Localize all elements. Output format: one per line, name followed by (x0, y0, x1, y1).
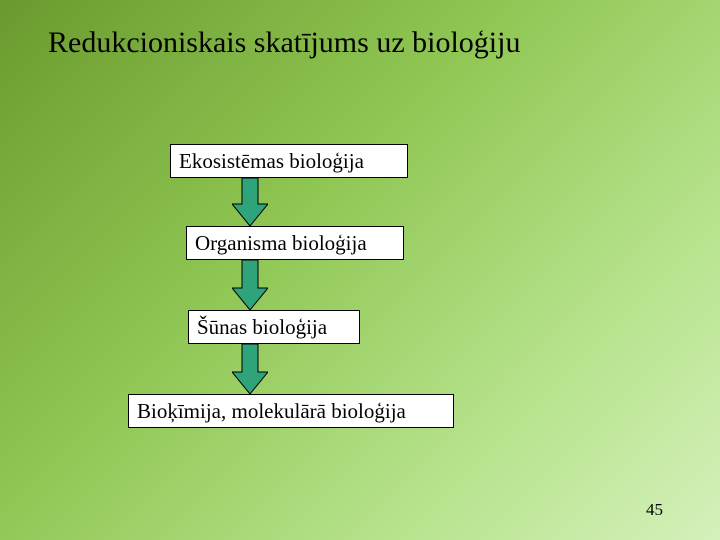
arrow-down-icon (232, 260, 268, 310)
page-number: 45 (646, 500, 663, 520)
arrow-down-icon (232, 344, 268, 394)
slide: Redukcioniskais skatījums uz bioloģiju E… (0, 0, 720, 540)
box-ecosystem-biology: Ekosistēmas bioloģija (170, 144, 408, 178)
box-cell-biology: Šūnas bioloģija (188, 310, 360, 344)
box-molecular-biology: Bioķīmija, molekulārā bioloģija (128, 394, 454, 428)
slide-title: Redukcioniskais skatījums uz bioloģiju (48, 26, 520, 60)
box-organism-biology: Organisma bioloģija (186, 226, 404, 260)
arrow-down-icon (232, 178, 268, 226)
